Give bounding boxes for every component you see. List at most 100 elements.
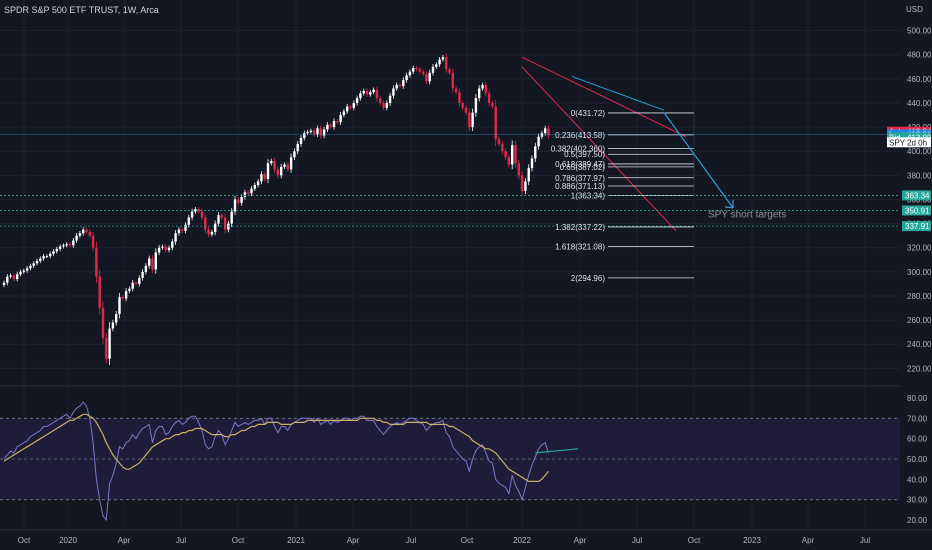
candle-body: [22, 270, 25, 272]
candle-body: [82, 229, 85, 234]
candle-body: [184, 224, 187, 231]
candle-body: [520, 175, 524, 192]
time-tick-label: 2021: [287, 536, 305, 545]
descending-channel: [521, 56, 687, 232]
time-tick-label: Jul: [632, 536, 642, 545]
candle-body: [210, 232, 214, 235]
candle-body: [511, 145, 514, 165]
candle-body: [468, 112, 471, 128]
candle-body: [237, 199, 240, 204]
candle-body: [369, 92, 372, 95]
candle-body: [316, 128, 319, 135]
candle-body: [428, 72, 431, 82]
candle-body: [105, 338, 108, 359]
candle-body: [108, 328, 111, 359]
candle-body: [52, 251, 55, 254]
candle-body: [293, 151, 296, 158]
rsi-axis[interactable]: 20.00 30.00 40.00 50.00 60.00 70.00 80.00: [907, 394, 928, 525]
candle-body: [72, 240, 75, 246]
candle-body: [65, 244, 68, 246]
candle-body: [171, 241, 174, 248]
candle-body: [412, 67, 415, 72]
candle-body: [45, 256, 49, 258]
fib-level-label: 1.618(321.08): [555, 242, 605, 251]
rsi-tick-label: 50.00: [907, 455, 928, 464]
rsi-pane: [0, 385, 932, 522]
candle-body: [346, 106, 349, 112]
candle-body: [157, 247, 161, 253]
time-axis[interactable]: Oct 2020 Apr Jul Oct 2021 Apr Jul Oct 2022 Apr Jul O…: [0, 529, 932, 545]
candle-body: [91, 235, 95, 248]
candle-body: [365, 90, 369, 95]
target-lines: [0, 134, 900, 227]
target-badge-value: 363.34: [905, 191, 930, 200]
candle-body: [58, 246, 62, 249]
drawing-overlays: SPY short targets: [663, 112, 786, 221]
trendline: [571, 75, 665, 111]
candle-body: [445, 57, 448, 70]
candle-body: [322, 129, 326, 136]
candle-body: [174, 233, 177, 242]
candle-body: [332, 121, 336, 128]
price-tick-label: 440.00: [907, 99, 932, 108]
rsi-tick-label: 80.00: [907, 394, 928, 403]
candle-body: [481, 84, 484, 89]
fib-level-label: 0.382(402.360): [551, 144, 606, 153]
candle-body: [537, 136, 540, 147]
fib-level-label: 0.236(413.58): [555, 131, 605, 140]
currency-label: USD: [906, 5, 923, 14]
symbol-badge-value: 2d 0h: [907, 138, 927, 147]
fib-level-label: 0(431.72): [571, 109, 606, 118]
candle-body: [220, 215, 223, 218]
candle-body: [253, 184, 256, 189]
candle-body: [270, 160, 273, 164]
candle-body: [6, 276, 9, 283]
candle-body: [385, 102, 388, 108]
chart-title: SPDR S&P 500 ETF TRUST, 1W, Arca: [4, 5, 159, 15]
candle-body: [336, 121, 339, 123]
candle-body: [326, 124, 329, 130]
price-tick-label: 300.00: [907, 268, 932, 277]
candle-body: [280, 166, 283, 176]
candle-body: [131, 282, 134, 289]
time-tick-label: 2023: [743, 536, 761, 545]
candle-body: [223, 217, 227, 230]
price-tick-label: 380.00: [907, 171, 932, 180]
candle-body: [458, 92, 461, 103]
rsi-tick-label: 30.00: [907, 496, 928, 505]
rsi-line: [3, 401, 549, 522]
fib-level-label: 1(363.34): [571, 191, 606, 200]
candle-body: [299, 137, 303, 144]
candle-body: [418, 69, 421, 72]
candle-body: [296, 143, 299, 152]
time-tick-label: Jul: [406, 536, 416, 545]
rsi-tick-label: 20.00: [907, 516, 928, 525]
candle-body: [240, 197, 243, 204]
candle-body: [359, 93, 362, 99]
candle-body: [151, 258, 154, 270]
candle-body: [68, 244, 72, 246]
price-axis[interactable]: 220.00240.00260.00280.00300.00320.00340.…: [900, 0, 932, 550]
candle-body: [415, 67, 418, 70]
candle-body: [98, 276, 101, 309]
time-tick-label: Oct: [688, 536, 701, 545]
time-tick-label: 2022: [513, 536, 531, 545]
candle-body: [256, 181, 260, 185]
candle-body: [431, 66, 435, 73]
candle-body: [289, 157, 293, 170]
candle-body: [2, 282, 6, 286]
price-tick-label: 460.00: [907, 75, 932, 84]
candle-body: [501, 143, 504, 152]
candle-body: [487, 93, 491, 103]
fib-level-label: 0.5(397.50): [564, 150, 605, 159]
candle-body: [115, 314, 118, 323]
time-tick-label: 2020: [59, 536, 77, 545]
candle-body: [514, 145, 517, 164]
time-tick-label: Oct: [232, 536, 245, 545]
candle-body: [441, 57, 445, 60]
candle-body: [471, 112, 474, 128]
candle-body: [177, 229, 181, 234]
candle-body: [507, 157, 511, 165]
time-tick-label: Oct: [461, 536, 474, 545]
